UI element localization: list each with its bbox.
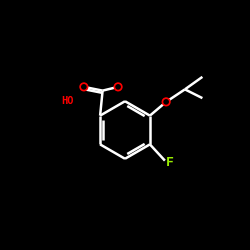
Circle shape: [82, 85, 86, 89]
Circle shape: [80, 83, 88, 91]
Text: F: F: [166, 156, 173, 169]
Circle shape: [162, 98, 170, 106]
Circle shape: [114, 83, 122, 91]
Circle shape: [116, 85, 120, 89]
Circle shape: [164, 100, 168, 104]
Text: HO: HO: [61, 96, 74, 106]
